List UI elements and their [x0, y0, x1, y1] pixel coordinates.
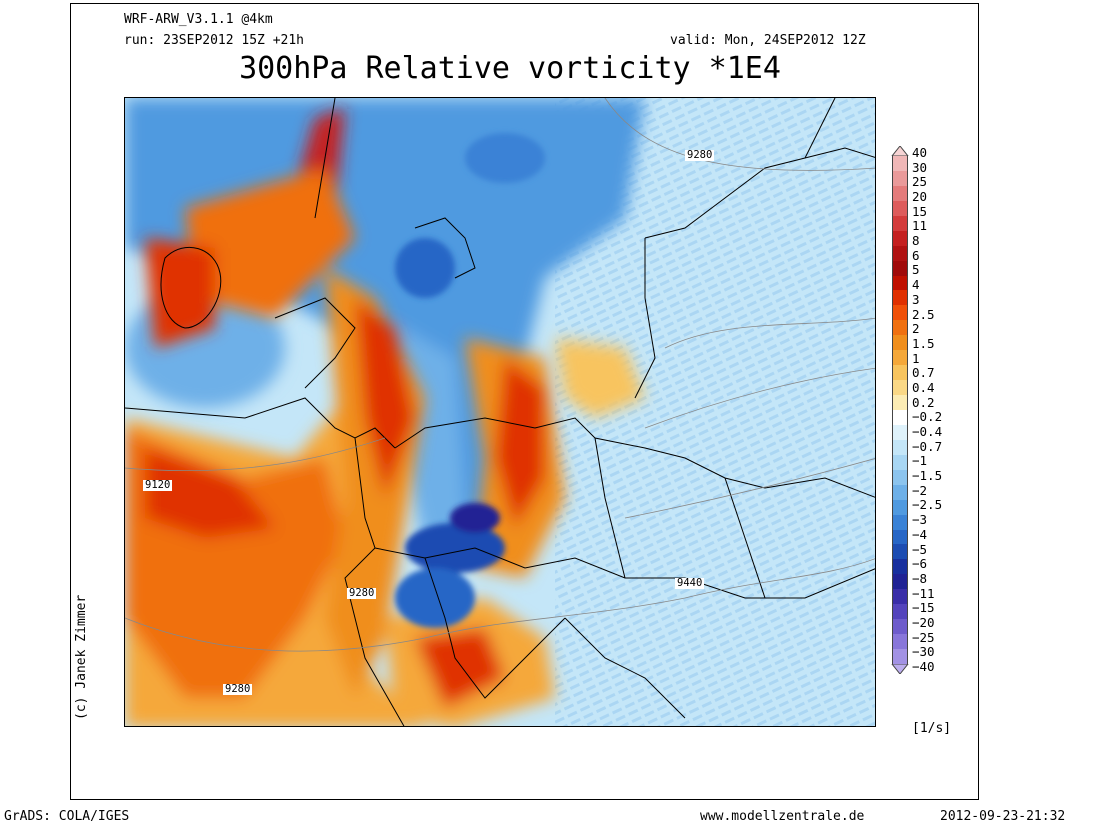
contour-label: 9440: [675, 577, 705, 589]
color-scale-label: −0.7: [912, 438, 943, 454]
credit-label: (c) Janek Zimmer: [74, 594, 89, 720]
color-scale-cell: [892, 245, 908, 262]
color-scale-cell: [892, 320, 908, 336]
color-scale-labels: 40 30 25 20 15 11 8 6 5 4 3 2.5 2 1.5 1 0.7 0.4 0.2 −0.2 −0…: [912, 146, 972, 674]
color-scale-cell: [892, 305, 908, 321]
color-scale-cell: [892, 634, 908, 650]
color-scale-label: 1: [912, 350, 920, 366]
footer-timestamp: 2012-09-23-21:32: [940, 809, 1066, 824]
color-scale-cell: [892, 156, 908, 172]
color-scale-label: 11: [912, 218, 928, 234]
color-scale-label: 15: [912, 203, 928, 219]
color-scale-label: 2: [912, 321, 920, 337]
color-scale-label: −4: [912, 526, 928, 542]
color-scale-label: 0.2: [912, 394, 935, 410]
color-scale-label: 30: [912, 159, 928, 175]
color-scale-cell: [892, 454, 908, 471]
color-scale-label: 4: [912, 277, 920, 293]
color-scale-top-arrow: [891, 146, 909, 156]
color-scale-cell: [892, 529, 908, 545]
color-scale-cell: [892, 499, 908, 516]
units-label: [1/s]: [912, 721, 952, 736]
color-scale-cell: [892, 574, 908, 590]
color-scale-cell: [892, 424, 908, 441]
color-scale-label: 3: [912, 291, 920, 307]
color-scale-cell: [892, 200, 908, 217]
color-scale-label: 2.5: [912, 306, 935, 322]
run-label: run: 23SEP2012 15Z +21h: [124, 33, 305, 48]
color-scale-bar: [890, 146, 910, 674]
color-scale-cell: [892, 260, 908, 277]
color-scale-label: 0.7: [912, 365, 935, 381]
plot-frame: [70, 3, 979, 800]
color-scale-label: 20: [912, 189, 928, 205]
color-scale-cell: [892, 215, 908, 232]
valid-label: valid: Mon, 24SEP2012 12Z: [670, 33, 866, 48]
color-scale-cell: [892, 365, 908, 381]
color-scale-bottom-arrow: [891, 664, 909, 674]
color-scale-cell: [892, 514, 908, 531]
color-scale-label: −15: [912, 600, 935, 616]
chart-title: 300hPa Relative vorticity *1E4: [239, 51, 781, 86]
color-scale-cell: [892, 604, 908, 620]
color-scale-cell: [892, 439, 908, 456]
color-scale-cell: [892, 649, 908, 665]
color-scale-label: 1.5: [912, 335, 935, 351]
color-scale-cell: [892, 335, 908, 351]
color-scale-cell: [892, 559, 908, 575]
color-scale-label: −1: [912, 453, 928, 469]
color-scale-cell: [892, 380, 908, 396]
color-scale-label: 8: [912, 233, 920, 249]
color-scale-cell: [892, 589, 908, 605]
color-scale-label: −11: [912, 585, 935, 601]
color-scale-cell: [892, 185, 908, 202]
color-scale-label: −40: [912, 659, 935, 674]
color-scale-label: −0.2: [912, 409, 943, 425]
color-scale-cell: [892, 290, 908, 306]
color-scale-cell: [892, 350, 908, 366]
color-scale-cell: [892, 230, 908, 247]
color-scale-cell: [892, 395, 908, 411]
contour-label: 9280: [685, 149, 715, 161]
color-scale-label: 25: [912, 174, 928, 190]
color-scale-label: −20: [912, 614, 935, 630]
color-scale-label: 6: [912, 247, 920, 263]
color-scale-label: −8: [912, 570, 928, 586]
color-scale-label: −2.5: [912, 497, 943, 513]
color-scale-label: 5: [912, 262, 920, 278]
color-scale-label: −25: [912, 629, 935, 645]
color-scale-label: −30: [912, 644, 935, 660]
color-scale-cell: [892, 469, 908, 486]
color-scale-label: 40: [912, 145, 928, 160]
color-scale-cell: [892, 544, 908, 560]
footer-url: www.modellzentrale.de: [700, 809, 865, 824]
contour-label: 9120: [143, 479, 173, 491]
contour-label: 9280: [223, 683, 253, 695]
vorticity-map: 9280 9120 9280 9280 9440: [124, 97, 876, 727]
color-scale-label: −6: [912, 556, 928, 572]
color-scale-cell: [892, 619, 908, 635]
color-scale-label: −0.4: [912, 424, 943, 440]
color-scale-label: −1.5: [912, 468, 943, 484]
color-scale-label: −2: [912, 482, 928, 498]
map-canvas: [125, 98, 875, 726]
color-scale-label: −3: [912, 512, 928, 528]
color-scale-cell: [892, 410, 908, 426]
color-scale-cell: [892, 170, 908, 187]
color-scale-cell: [892, 484, 908, 501]
contour-label: 9280: [347, 587, 377, 599]
color-scale-label: 0.4: [912, 379, 935, 395]
color-scale-label: −5: [912, 541, 928, 557]
color-scale-cell: [892, 275, 908, 291]
footer-left: GrADS: COLA/IGES: [4, 809, 130, 824]
model-label: WRF-ARW_V3.1.1 @4km: [124, 12, 273, 27]
